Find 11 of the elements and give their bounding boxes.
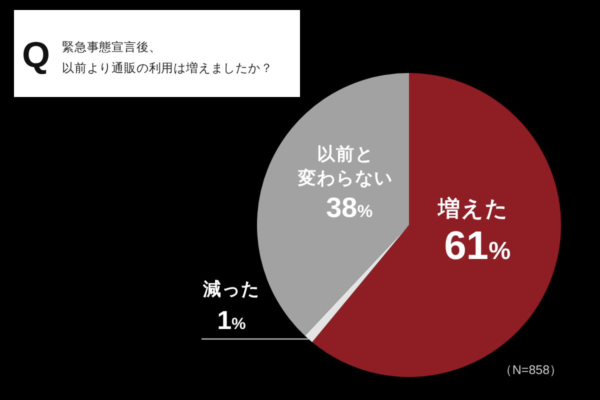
data-label: 38% bbox=[326, 192, 373, 223]
chart-title: 緊急事態宣言後、以前より通販の利用は増えましたか？ bbox=[62, 40, 273, 75]
text: Q bbox=[22, 34, 50, 75]
pie-slice bbox=[304, 225, 409, 342]
slice-label: 以前と変わらない bbox=[296, 144, 393, 188]
data-label: 61% bbox=[444, 224, 511, 268]
slice-label: 減った bbox=[202, 279, 260, 300]
text: （N=858） bbox=[499, 363, 563, 377]
data-label: 1% bbox=[217, 305, 246, 336]
slice-label: 増えた bbox=[436, 196, 509, 222]
pie-slice bbox=[257, 73, 409, 336]
